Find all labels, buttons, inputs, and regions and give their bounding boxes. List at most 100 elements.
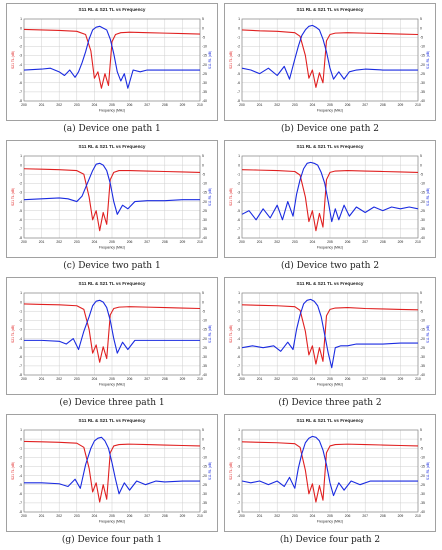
y-left-tick-label: -8 [237,99,240,103]
x-tick-label: 202 [56,240,62,244]
x-axis-label: Frequency (MHz) [99,520,125,524]
y-right-tick-label: -20 [420,337,425,341]
x-tick-label: 204 [92,103,98,107]
y-left-tick-label: -6 [19,492,22,496]
chart: S11 RL & S21 TL vs Frequency 200 201 202 203… [224,140,436,258]
y-right-tick-label: 0 [202,163,204,167]
y-right-tick-label: -25 [202,209,207,213]
y-left-tick-label: -1 [19,446,22,450]
x-tick-label: 200 [239,103,245,107]
y-right-axis-label: S11 RL (dB) [208,188,212,206]
x-axis-label: Frequency (MHz) [99,109,125,113]
y-left-tick-label: -5 [19,209,22,213]
plot-area [23,155,201,239]
y-left-axis-label: S21 TL (dB) [229,51,233,69]
y-left-tick-label: -2 [237,319,240,323]
x-tick-label: 202 [56,514,62,518]
y-left-tick-label: -7 [237,501,240,505]
y-left-tick-label: -5 [237,72,240,76]
x-tick-label: 207 [362,377,368,381]
panel-caption: (h) Device four path 2 [279,535,381,545]
y-right-axis-label: S11 RL (dB) [208,325,212,343]
x-tick-label: 208 [380,103,386,107]
x-tick-label: 206 [127,514,133,518]
y-right-tick-label: -40 [420,510,425,514]
y-left-tick-label: 0 [238,437,240,441]
y-right-tick-label: -40 [420,99,425,103]
y-left-tick-label: -7 [237,90,240,94]
y-right-tick-label: -40 [202,236,207,240]
y-right-tick-label: 0 [420,26,422,30]
x-tick-label: 206 [127,103,133,107]
y-right-tick-label: -5 [420,309,423,313]
y-right-tick-label: 5 [202,291,204,295]
x-tick-label: 205 [109,240,115,244]
plot-area [241,155,419,239]
y-left-tick-label: -5 [19,346,22,350]
y-right-tick-label: 5 [420,428,422,432]
y-right-tick-label: -35 [202,227,207,231]
x-tick-label: 207 [362,514,368,518]
y-right-tick-label: -30 [202,492,207,496]
y-right-tick-label: 0 [202,300,204,304]
y-right-tick-label: -20 [202,200,207,204]
x-tick-label: 207 [144,514,150,518]
y-right-tick-label: -25 [420,209,425,213]
x-tick-label: 205 [109,377,115,381]
x-tick-label: 205 [327,240,333,244]
y-left-tick-label: 0 [20,437,22,441]
s11-series-line [241,161,419,223]
y-left-tick-label: -6 [237,81,240,85]
y-left-tick-label: -5 [237,209,240,213]
y-right-tick-label: -20 [202,337,207,341]
x-tick-label: 200 [239,377,245,381]
figure-panel: S11 RL & S21 TL vs Frequency 200 201 202 203… [224,414,436,549]
x-tick-label: 210 [415,514,421,518]
figure-panel: S11 RL & S21 TL vs Frequency 200 201 202 203… [6,140,218,275]
y-right-tick-label: -5 [202,172,205,176]
y-right-tick-label: -20 [420,474,425,478]
s11-series-line [241,435,418,497]
y-left-tick-label: -4 [237,474,240,478]
y-left-tick-label: -2 [19,456,22,460]
x-axis-label: Frequency (MHz) [99,246,125,250]
y-left-tick-label: 1 [20,17,22,21]
y-left-tick-label: -3 [237,465,240,469]
s21-series-line [23,28,201,89]
x-tick-label: 202 [274,377,280,381]
chart: S11 RL & S21 TL vs Frequency 200 201 202 203… [6,3,218,121]
y-right-axis-label: S11 RL (dB) [426,462,430,480]
y-right-axis-label: S11 RL (dB) [426,325,430,343]
y-left-tick-label: -1 [237,446,240,450]
x-tick-label: 204 [310,240,316,244]
x-tick-label: 204 [310,103,316,107]
y-right-tick-label: -15 [420,465,425,469]
y-left-tick-label: -3 [19,54,22,58]
x-tick-label: 207 [144,240,150,244]
y-right-tick-label: -10 [420,456,425,460]
x-tick-label: 203 [292,103,298,107]
y-right-tick-label: -30 [202,81,207,85]
x-tick-label: 200 [21,377,27,381]
figure-panel: S11 RL & S21 TL vs Frequency 200 201 202 203… [224,277,436,412]
y-left-tick-label: -4 [19,63,22,67]
y-left-tick-label: -6 [19,81,22,85]
y-right-tick-label: -10 [420,45,425,49]
x-tick-label: 201 [257,240,263,244]
y-right-tick-label: -35 [420,227,425,231]
panel-caption: (a) Device one path 1 [63,124,161,134]
y-right-tick-label: -10 [202,319,207,323]
y-left-tick-label: -1 [237,172,240,176]
y-right-tick-label: 5 [420,291,422,295]
y-left-tick-label: -1 [19,35,22,39]
y-left-tick-label: -7 [19,227,22,231]
y-right-tick-label: 5 [420,154,422,158]
y-left-tick-label: -5 [237,483,240,487]
y-right-tick-label: 0 [420,300,422,304]
y-right-tick-label: -25 [202,483,207,487]
y-left-tick-label: -5 [237,346,240,350]
x-tick-label: 206 [345,240,351,244]
y-right-tick-label: -25 [202,346,207,350]
y-left-tick-label: -4 [19,474,22,478]
